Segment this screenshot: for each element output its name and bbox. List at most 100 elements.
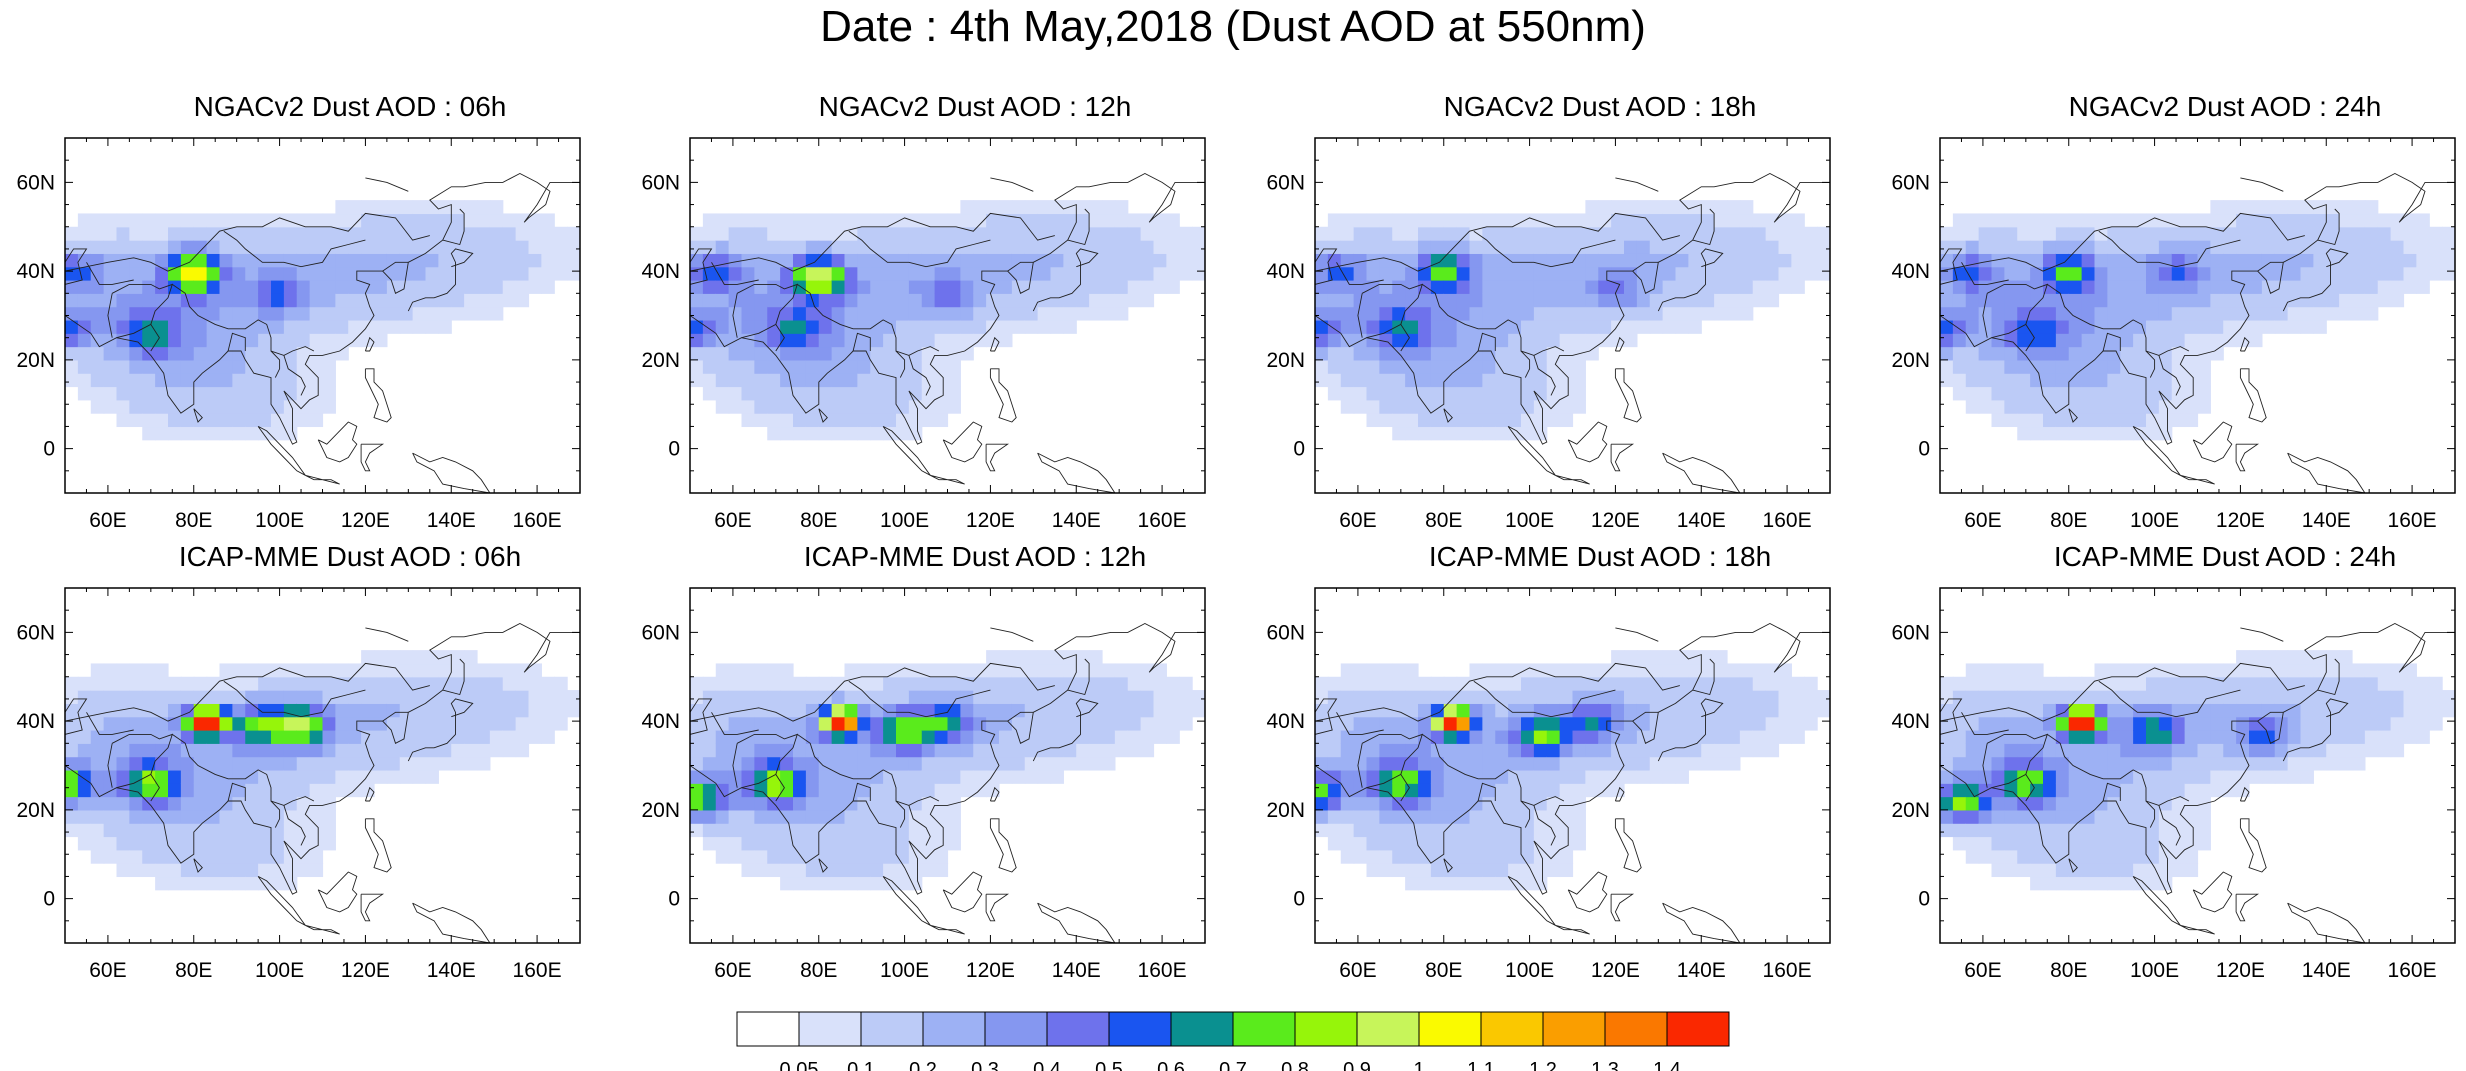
aod-cell (180, 253, 195, 268)
aod-cell (1611, 650, 1625, 665)
aod-cell (728, 783, 743, 798)
aod-cell (1469, 306, 1483, 321)
aod-cell (1508, 676, 1522, 691)
aod-cell (1688, 716, 1702, 731)
aod-cell (973, 703, 987, 718)
aod-cell (2055, 796, 2070, 811)
aod-cell (283, 399, 298, 414)
aod-cell (2055, 373, 2070, 388)
aod-cell (245, 876, 259, 891)
aod-cell (690, 346, 704, 361)
aod-cell (1037, 253, 1052, 268)
aod-cell (805, 213, 820, 228)
coastline (1315, 698, 1338, 735)
aod-cell (1140, 226, 1155, 241)
aod-cell (2068, 809, 2083, 824)
aod-cell (309, 663, 324, 678)
aod-cell (1952, 346, 1967, 361)
aod-cell (1714, 280, 1728, 294)
aod-cell (1778, 280, 1792, 294)
aod-cell (831, 253, 846, 268)
aod-cell (2030, 399, 2044, 414)
aod-cell (754, 743, 768, 758)
aod-cell (1965, 796, 1980, 811)
aod-cell (1533, 676, 1548, 691)
aod-cell (451, 293, 465, 308)
aod-cell (2043, 253, 2057, 268)
aod-cell (1598, 783, 1612, 798)
lat-tick-label: 60N (16, 171, 55, 194)
aod-cell (103, 266, 118, 281)
aod-cell (908, 743, 923, 758)
aod-cell (1714, 200, 1728, 215)
aod-cell (1495, 280, 1509, 294)
aod-cell (2223, 226, 2237, 241)
coastline (1477, 782, 1496, 802)
aod-cell (934, 676, 949, 691)
aod-cell (2055, 823, 2070, 838)
aod-cell (1140, 676, 1155, 691)
aod-cell (767, 399, 781, 414)
aod-cell (1443, 743, 1458, 758)
aod-cell (258, 836, 272, 851)
aod-cell (1649, 690, 1664, 704)
aod-cell (2004, 863, 2018, 878)
aod-cell (477, 676, 491, 691)
coastline (1610, 893, 1635, 922)
aod-cell (528, 266, 542, 281)
aod-cell (831, 743, 846, 758)
aod-cell (2043, 306, 2057, 321)
aod-cell (232, 836, 246, 851)
aod-cell (283, 293, 298, 308)
aod-cell (1011, 306, 1026, 321)
aod-cell (973, 266, 987, 281)
aod-cell (142, 663, 156, 678)
aod-cell (1456, 266, 1471, 281)
aod-cell (1688, 240, 1702, 254)
aod-cell (232, 306, 246, 321)
aod-cell (103, 293, 118, 308)
lon-tick-label: 60E (89, 959, 126, 982)
aod-cell (374, 240, 388, 254)
aod-cell (2274, 280, 2289, 294)
aod-cell (1063, 756, 1077, 771)
aod-cell (103, 346, 118, 361)
aod-cell (116, 280, 130, 294)
aod-cell (2081, 306, 2096, 321)
aod-cell (541, 240, 555, 254)
aod-cell (65, 319, 79, 334)
aod-cell (348, 716, 362, 731)
aod-cell (934, 413, 949, 428)
aod-cell (1965, 743, 1980, 758)
aod-cell (1508, 849, 1522, 864)
aod-cell (502, 280, 517, 294)
aod-cell (1315, 809, 1329, 824)
aod-cell (1611, 213, 1625, 228)
aod-cell (1688, 319, 1702, 334)
aod-cell (2081, 346, 2096, 361)
aod-cell (438, 306, 452, 321)
aod-cell (2429, 676, 2443, 691)
coastline (1614, 336, 1625, 352)
aod-cell (155, 226, 169, 241)
aod-cell (1533, 769, 1548, 784)
aod-cell (1315, 756, 1329, 771)
aod-cell (2120, 306, 2134, 321)
aod-cell (780, 783, 794, 798)
aod-cell (999, 730, 1013, 744)
aod-cell (1636, 306, 1651, 321)
aod-cell (2313, 306, 2327, 321)
aod-cell (1991, 743, 2005, 758)
aod-cell (1559, 266, 1574, 281)
aod-cell (129, 226, 143, 241)
aod-cell (896, 333, 910, 348)
aod-cell (1572, 703, 1586, 718)
aod-cell (883, 863, 897, 878)
aod-cell (489, 213, 504, 228)
aod-cell (1114, 280, 1129, 294)
aod-cell (399, 306, 414, 321)
aod-cell (2158, 823, 2173, 838)
aod-cell (1379, 836, 1393, 851)
aod-cell (1662, 280, 1677, 294)
aod-cell (103, 716, 118, 731)
